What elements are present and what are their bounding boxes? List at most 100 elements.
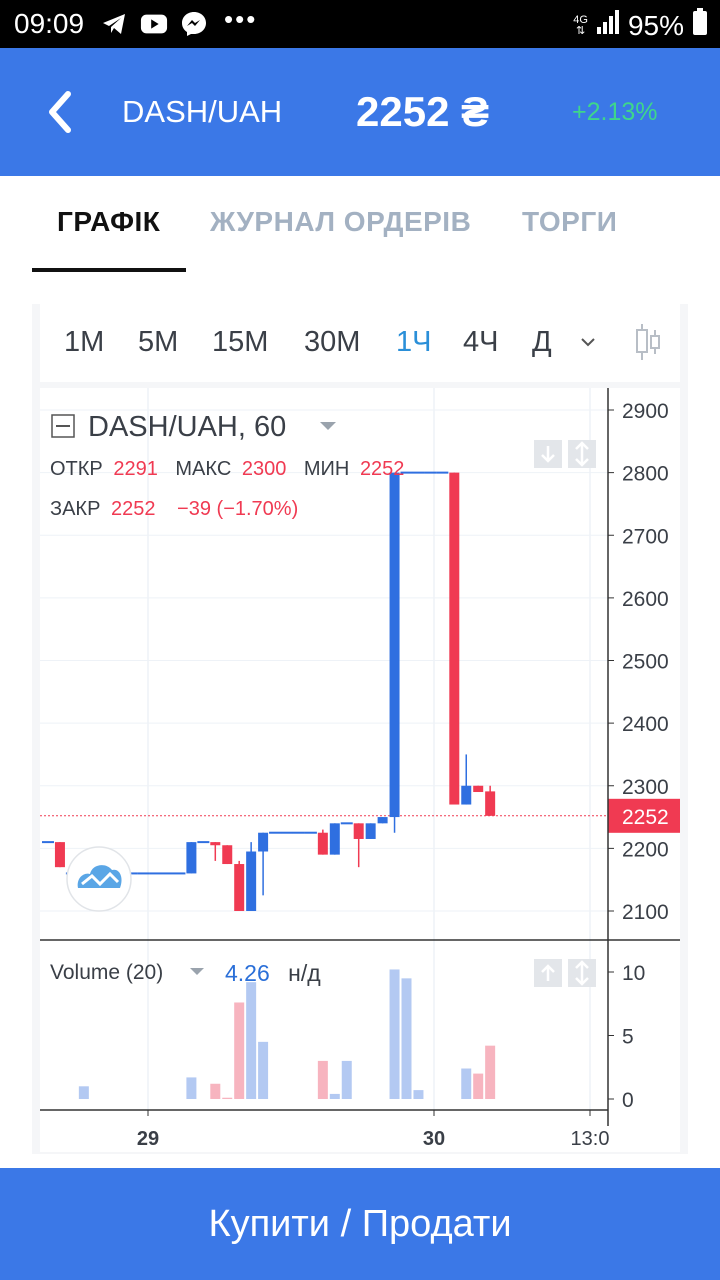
time-tick-label: 30	[423, 1128, 445, 1150]
volume-label: Volume (20)	[50, 961, 163, 984]
candle-body	[485, 791, 496, 816]
high-value: 2300	[242, 458, 287, 480]
price-tick-label: 2300	[622, 776, 669, 799]
candle-body	[473, 785, 484, 793]
chevron-down-icon[interactable]	[578, 332, 598, 357]
candle	[473, 785, 484, 793]
network-indicator: 4G ⇅	[573, 13, 588, 37]
candle-body	[258, 832, 269, 852]
volume-tick-label: 5	[622, 1026, 634, 1049]
price-tick-label: 2200	[622, 838, 669, 861]
messenger-icon	[180, 10, 208, 38]
cloud-chart-icon	[81, 871, 120, 887]
ohlc-line-1: ОТКР 2291 МАКС 2300 МИН 2252	[50, 458, 404, 480]
candle-body	[353, 823, 364, 839]
volume-tick-label: 10	[622, 962, 645, 985]
volume-legend: Volume (20)	[50, 961, 163, 984]
last-price-badge-label: 2252	[622, 806, 669, 829]
volume-value: 4.26	[225, 960, 270, 986]
candle-body	[461, 785, 472, 805]
timeframe-bar: 1M 5M 15M 30M 1Ч 4Ч Д	[40, 304, 680, 382]
candle	[353, 823, 364, 868]
youtube-icon	[140, 10, 168, 38]
candle-body	[449, 472, 460, 805]
volume-bar	[234, 1002, 245, 1099]
candle	[210, 842, 221, 861]
volume-bar	[389, 969, 400, 1099]
close-change: −39 (−1.70%)	[177, 498, 298, 520]
tab-order-book[interactable]: ЖУРНАЛ ОРДЕРІВ	[210, 206, 472, 237]
status-bar: 09:09 ••• 4G ⇅ 95%	[0, 0, 720, 48]
timeframe-day[interactable]: Д	[532, 326, 552, 358]
volume-bar	[329, 1093, 340, 1099]
status-time: 09:09	[14, 8, 85, 39]
arrow-up-icon[interactable]	[534, 959, 562, 987]
timeframe-5m[interactable]: 5M	[138, 326, 179, 358]
volume-bar	[78, 1086, 89, 1099]
battery-level: 95%	[627, 9, 684, 41]
volume-axis: 10 5 0	[608, 962, 645, 1112]
timeframe-4h[interactable]: 4Ч	[463, 326, 499, 358]
arrow-down-icon[interactable]	[534, 440, 562, 468]
timeframe-1h[interactable]: 1Ч	[396, 326, 432, 358]
candle-body	[222, 845, 233, 865]
tab-bar: ГРАФІК ЖУРНАЛ ОРДЕРІВ ТОРГИ	[0, 176, 720, 276]
candle	[186, 842, 197, 874]
candlestick-style-icon[interactable]	[634, 322, 662, 367]
ohlc-line-2: ЗАКР 2252 −39 (−1.70%)	[50, 498, 298, 520]
time-axis: 29 30 13:0	[137, 1110, 610, 1150]
buy-sell-button[interactable]: Купити / Продати	[0, 1168, 720, 1280]
price-change: +2.13%	[572, 98, 658, 126]
candle	[365, 823, 376, 839]
price-tick-label: 2500	[622, 651, 669, 674]
time-tick-label: 29	[137, 1128, 159, 1150]
candle-body	[317, 832, 328, 855]
candle-body	[54, 842, 65, 868]
last-price-badge-bg	[608, 798, 680, 833]
volume-bar	[246, 982, 257, 1099]
expand-vertical-icon[interactable]	[568, 440, 596, 468]
volume-unit: н/д	[288, 960, 321, 986]
candle-series	[42, 471, 496, 911]
candle	[222, 845, 233, 865]
telegram-icon	[100, 10, 128, 38]
volume-bar	[210, 1083, 221, 1099]
pair-title: DASH/UAH	[122, 94, 283, 129]
volume-dropdown-icon[interactable]	[190, 968, 204, 975]
price-tick-label: 2700	[622, 525, 669, 548]
volume-bar	[222, 1097, 233, 1099]
close-value: 2252	[111, 498, 156, 520]
candlestick-chart[interactable]: 2900 2800 2700 2600 2500 2400 2300 2200 2100 2252…	[40, 388, 680, 1152]
chart-area[interactable]: 2900 2800 2700 2600 2500 2400 2300 2200 2100 2252…	[40, 388, 680, 1152]
time-tick-label: 13:0	[571, 1128, 610, 1150]
candle	[234, 860, 245, 911]
more-notifications: •••	[224, 4, 258, 34]
price-tick-label: 2100	[622, 901, 669, 924]
tab-chart[interactable]: ГРАФІК	[57, 206, 161, 237]
timeframe-1m[interactable]: 1M	[64, 326, 105, 358]
symbol-label: DASH/UAH, 60	[88, 411, 286, 443]
candle	[317, 829, 328, 855]
battery-icon	[692, 8, 708, 43]
candle-body	[365, 823, 376, 839]
symbol-dropdown-icon[interactable]	[320, 422, 336, 430]
back-arrow-icon[interactable]	[40, 88, 80, 136]
high-label: МАКС	[175, 458, 231, 480]
tab-trades[interactable]: ТОРГИ	[522, 206, 618, 237]
timeframe-15m[interactable]: 15M	[212, 326, 269, 358]
price-tick-label: 2600	[622, 588, 669, 611]
price-tick-label: 2800	[622, 463, 669, 486]
timeframe-30m[interactable]: 30M	[304, 326, 361, 358]
candle-body	[377, 817, 388, 824]
candle-body	[389, 472, 400, 818]
active-tab-indicator	[32, 268, 186, 272]
volume-bars	[78, 969, 496, 1099]
volume-bar	[258, 1041, 269, 1099]
price-axis: 2900 2800 2700 2600 2500 2400 2300 2200 2100 2252	[608, 400, 680, 924]
candle	[54, 842, 65, 868]
signal-icon	[596, 9, 620, 42]
indicators-fab[interactable]	[66, 846, 132, 912]
expand-vertical-icon-volume[interactable]	[568, 959, 596, 987]
legend-collapse-icon[interactable]	[51, 414, 75, 438]
candle-body	[246, 851, 257, 911]
